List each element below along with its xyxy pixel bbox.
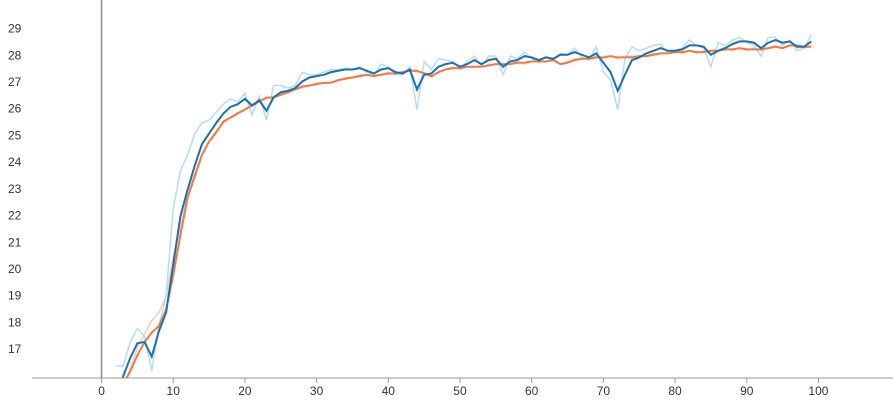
y-tick-label: 27 bbox=[8, 75, 22, 89]
y-tick-label: 22 bbox=[8, 209, 22, 223]
series-line bbox=[125, 44, 812, 378]
x-tick-label: 30 bbox=[310, 384, 324, 398]
x-tick-label: 40 bbox=[382, 384, 396, 398]
x-tick-label: 10 bbox=[167, 384, 181, 398]
y-tick-label: 19 bbox=[8, 289, 22, 303]
y-tick-label: 24 bbox=[8, 155, 22, 169]
x-tick-label: 80 bbox=[668, 384, 682, 398]
y-tick-label: 29 bbox=[8, 22, 22, 36]
y-tick-label: 17 bbox=[8, 342, 22, 356]
series-line bbox=[126, 44, 812, 378]
y-tick-label: 25 bbox=[8, 128, 22, 142]
x-tick-label: 60 bbox=[525, 384, 539, 398]
y-tick-label: 23 bbox=[8, 182, 22, 196]
x-tick-label: 50 bbox=[453, 384, 467, 398]
y-tick-label: 20 bbox=[8, 262, 22, 276]
x-tick-label: 70 bbox=[597, 384, 611, 398]
y-tick-label: 21 bbox=[8, 235, 22, 249]
x-tick-label: 100 bbox=[808, 384, 828, 398]
series-line bbox=[115, 34, 812, 372]
x-tick-label: 20 bbox=[238, 384, 252, 398]
y-tick-label: 18 bbox=[8, 315, 22, 329]
series-line bbox=[121, 39, 812, 378]
x-tick-label: 90 bbox=[740, 384, 754, 398]
x-tick-label: 0 bbox=[98, 384, 105, 398]
y-tick-label: 28 bbox=[8, 48, 22, 62]
y-tick-label: 26 bbox=[8, 102, 22, 116]
